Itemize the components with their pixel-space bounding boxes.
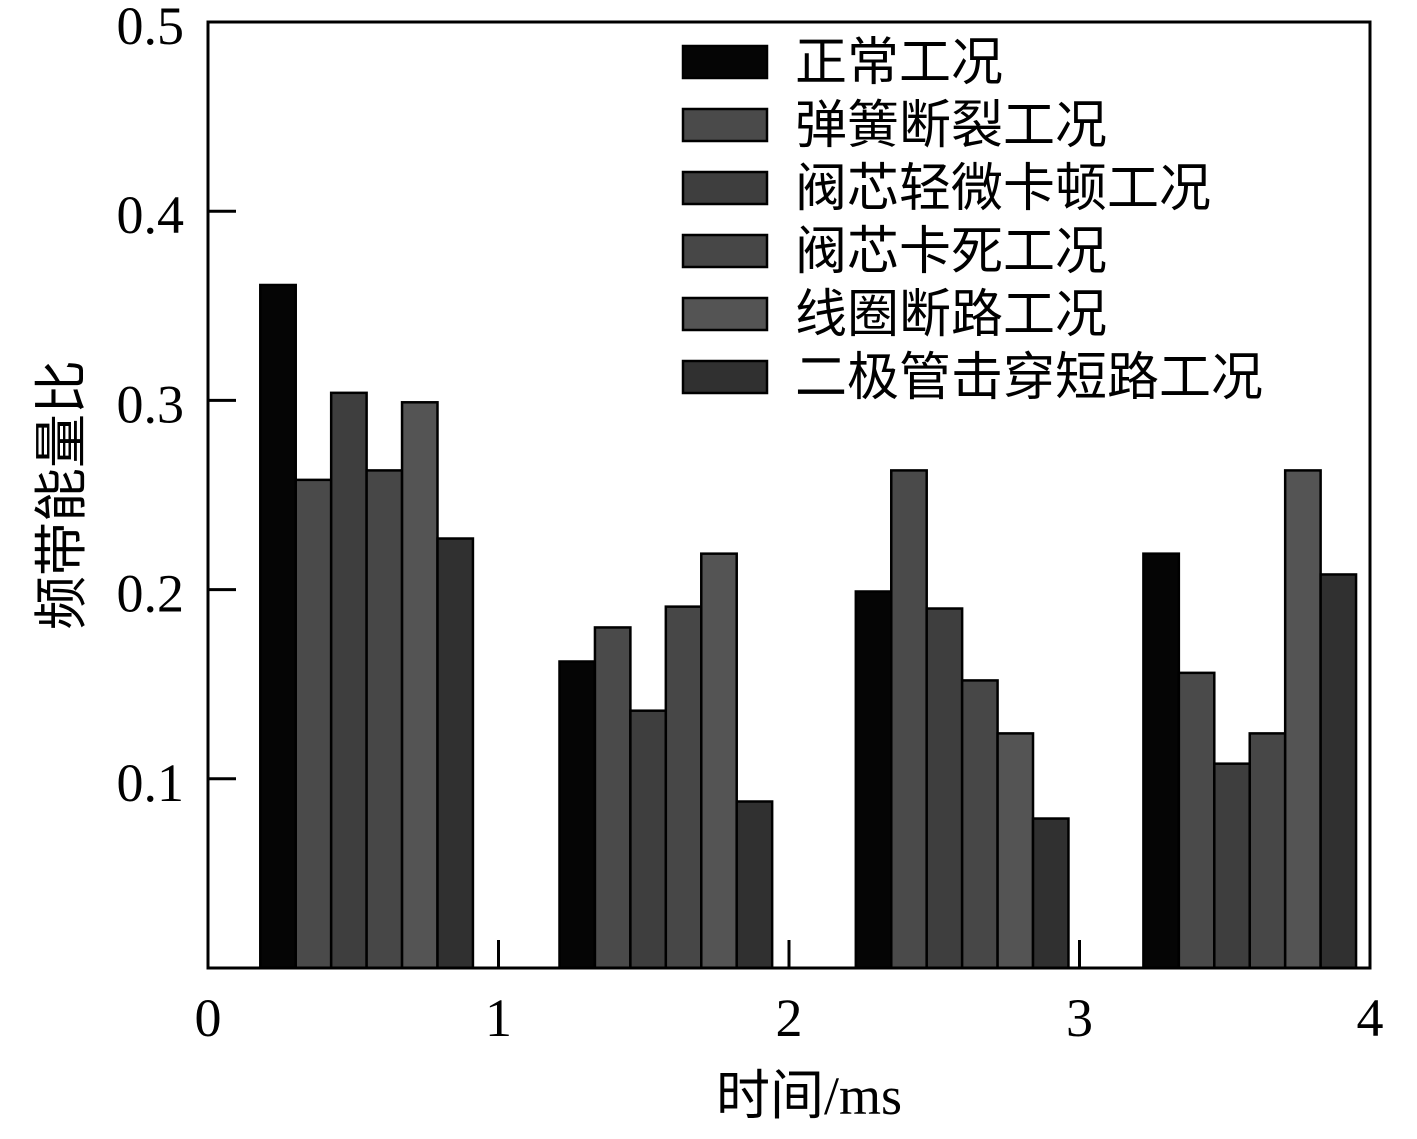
legend-label: 二极管击穿短路工况 xyxy=(795,350,1263,407)
bar-series-2-group-1 xyxy=(294,478,333,970)
legend-swatch xyxy=(681,359,769,395)
y-axis-title: 频带能量比 xyxy=(32,360,92,630)
legend-swatch xyxy=(681,107,769,143)
legend-label: 正常工况 xyxy=(795,35,1003,92)
x-tick-label: 4 xyxy=(1357,988,1384,1048)
bar-series-4-group-1 xyxy=(365,469,404,970)
legend-label: 弹簧断裂工况 xyxy=(795,98,1107,155)
y-tick-label: 0.1 xyxy=(117,753,185,813)
bar-series-3-group-3 xyxy=(925,607,964,970)
bar-series-6-group-1 xyxy=(436,537,475,970)
legend-label: 线圈断路工况 xyxy=(795,287,1107,344)
x-tick-label: 0 xyxy=(195,988,222,1048)
bar-series-2-group-4 xyxy=(1177,671,1216,970)
legend-swatch xyxy=(681,296,769,332)
y-tick-label: 0.3 xyxy=(117,374,185,434)
bar-series-1-group-1 xyxy=(259,283,297,970)
bar-series-4-group-3 xyxy=(960,679,999,970)
x-tick-label: 2 xyxy=(776,988,803,1048)
bar-series-4-group-2 xyxy=(664,605,703,970)
bar-series-6-group-3 xyxy=(1031,817,1070,970)
legend-swatch xyxy=(681,170,769,206)
bar-series-2-group-2 xyxy=(593,626,632,970)
bar-series-4-group-4 xyxy=(1248,732,1287,970)
bar-series-5-group-1 xyxy=(400,401,439,970)
bar-series-6-group-4 xyxy=(1319,573,1358,970)
legend-label: 阀芯卡死工况 xyxy=(795,224,1107,281)
x-tick-label: 3 xyxy=(1066,988,1093,1048)
y-tick-label: 0.2 xyxy=(117,564,185,624)
bar-series-5-group-2 xyxy=(700,552,738,970)
legend-swatch xyxy=(681,233,769,269)
bar-series-1-group-2 xyxy=(558,660,597,970)
legend-swatch xyxy=(681,44,769,80)
bar-series-5-group-3 xyxy=(996,732,1035,970)
y-tick-label: 0.5 xyxy=(117,0,185,56)
bar-series-6-group-2 xyxy=(735,800,774,970)
bar-series-1-group-3 xyxy=(854,590,893,970)
x-tick-label: 1 xyxy=(485,988,512,1048)
bar-series-1-group-4 xyxy=(1142,552,1181,970)
bar-series-3-group-4 xyxy=(1213,762,1251,970)
bar-series-5-group-4 xyxy=(1283,469,1322,970)
legend-label: 阀芯轻微卡顿工况 xyxy=(795,161,1211,218)
bar-series-3-group-2 xyxy=(629,709,668,970)
x-axis-title: 时间/ms xyxy=(716,1066,902,1126)
y-tick-label: 0.4 xyxy=(117,185,185,245)
bar-series-2-group-3 xyxy=(890,469,928,970)
bars-layer xyxy=(259,283,1358,970)
bar-series-3-group-1 xyxy=(329,391,368,970)
ticks-layer: 0 1 2 3 4 0.1 0.2 0.3 0.4 0.5 xyxy=(117,0,1384,1048)
